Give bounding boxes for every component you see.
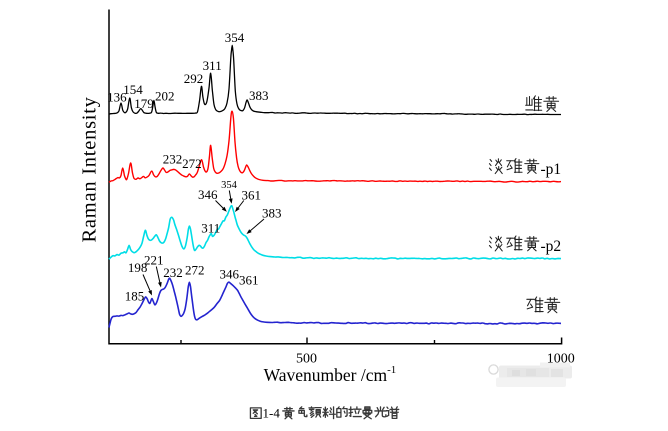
svg-text:Raman Intensity: Raman Intensity: [79, 96, 101, 242]
svg-text:179: 179: [134, 96, 154, 111]
svg-text:292: 292: [184, 71, 204, 86]
svg-text:500: 500: [296, 351, 317, 366]
svg-text:383: 383: [249, 88, 269, 103]
svg-text:154: 154: [123, 82, 143, 97]
svg-text:1-4: 1-4: [263, 405, 281, 420]
svg-text:361: 361: [241, 187, 261, 202]
svg-text:232: 232: [163, 151, 183, 166]
svg-text:202: 202: [155, 89, 175, 104]
svg-text:311: 311: [201, 221, 220, 236]
svg-text:383: 383: [262, 206, 282, 221]
svg-text:221: 221: [144, 252, 164, 267]
svg-text:272: 272: [185, 263, 205, 278]
svg-text:232: 232: [163, 265, 183, 280]
svg-text:-p1: -p1: [541, 161, 562, 178]
svg-text:185: 185: [125, 289, 145, 304]
svg-text:-p2: -p2: [541, 238, 562, 255]
svg-text:1000: 1000: [547, 351, 575, 366]
svg-text:Wavenumber /cm-1: Wavenumber /cm-1: [264, 364, 397, 385]
svg-text:198: 198: [128, 260, 148, 275]
svg-text:361: 361: [239, 273, 259, 288]
svg-text:136: 136: [107, 90, 127, 105]
svg-text:346: 346: [198, 187, 218, 202]
svg-text:346: 346: [219, 267, 239, 282]
svg-text:272: 272: [182, 156, 202, 171]
svg-text:311: 311: [203, 58, 222, 73]
svg-text:354: 354: [225, 30, 245, 45]
svg-text:354: 354: [221, 180, 238, 191]
